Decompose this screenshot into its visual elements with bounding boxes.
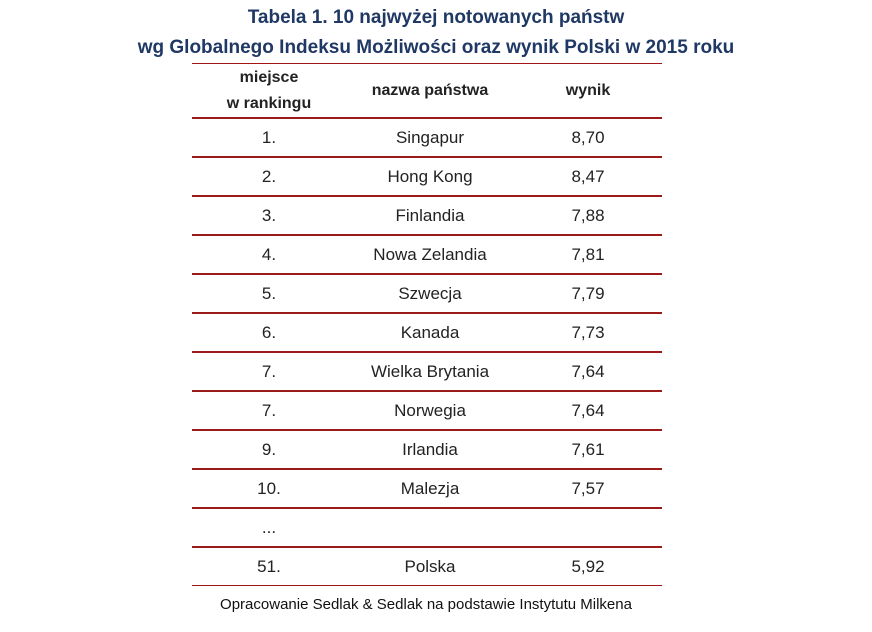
- cell-score: 7,64: [571, 400, 605, 420]
- cell-rank: 2.: [261, 166, 277, 186]
- cell-country: Wielka Brytania: [370, 361, 490, 381]
- header-country: nazwa państwa: [371, 81, 489, 99]
- cell-country: Hong Kong: [387, 166, 473, 186]
- bottom-rule: [192, 585, 662, 586]
- cell-score: 7,73: [571, 322, 605, 342]
- row-divider: [192, 156, 662, 158]
- cell-rank: 7.: [261, 361, 277, 381]
- table-row-poland: 51. Polska 5,92: [192, 548, 662, 585]
- table-row: 4. Nowa Zelandia 7,81: [192, 236, 662, 273]
- table-row-ellipsis: ...: [192, 509, 662, 546]
- table-row: 5. Szwecja 7,79: [192, 275, 662, 312]
- row-divider: [192, 195, 662, 197]
- row-divider: [192, 507, 662, 509]
- row-divider: [192, 546, 662, 548]
- cell-rank: 7.: [261, 400, 277, 420]
- header-rank-line2: w rankingu: [226, 94, 312, 112]
- source-note: Opracowanie Sedlak & Sedlak na podstawie…: [220, 596, 632, 613]
- header-rank: miejsce w rankingu: [192, 65, 346, 117]
- table-row: 7. Wielka Brytania 7,64: [192, 353, 662, 390]
- row-divider: [192, 234, 662, 236]
- cell-rank: ...: [261, 517, 277, 537]
- row-divider: [192, 390, 662, 392]
- cell-score: 7,88: [571, 205, 605, 225]
- cell-country: Nowa Zelandia: [373, 244, 487, 264]
- table-row: 6. Kanada 7,73: [192, 314, 662, 351]
- header-score: wynik: [565, 81, 611, 99]
- header-rank-line1: miejsce: [239, 68, 299, 86]
- table-row: 2. Hong Kong 8,47: [192, 158, 662, 195]
- cell-score: 7,64: [571, 361, 605, 381]
- cell-rank: 9.: [261, 439, 277, 459]
- table-title-line2: wg Globalnego Indeksu Możliwości oraz wy…: [137, 37, 735, 58]
- cell-rank: 10.: [257, 478, 281, 498]
- row-divider: [192, 273, 662, 275]
- cell-score: 7,57: [571, 478, 605, 498]
- cell-country: Singapur: [395, 127, 465, 147]
- table-header: miejsce w rankingu nazwa państwa wynik: [192, 64, 662, 117]
- table-row: 3. Finlandia 7,88: [192, 197, 662, 234]
- cell-country: Polska: [404, 556, 456, 576]
- row-divider: [192, 117, 662, 119]
- row-divider: [192, 429, 662, 431]
- cell-country: Kanada: [400, 322, 460, 342]
- cell-rank: 6.: [261, 322, 277, 342]
- cell-rank: 4.: [261, 244, 277, 264]
- cell-score: 7,81: [571, 244, 605, 264]
- row-divider: [192, 468, 662, 470]
- table-title-line1: Tabela 1. 10 najwyżej notowanych państw: [247, 7, 625, 28]
- cell-rank: 51.: [257, 556, 281, 576]
- table-row: 7. Norwegia 7,64: [192, 392, 662, 429]
- cell-score: 7,61: [571, 439, 605, 459]
- cell-country: Finlandia: [395, 205, 465, 225]
- table-row: 1. Singapur 8,70: [192, 119, 662, 156]
- cell-rank: 3.: [261, 205, 277, 225]
- row-divider: [192, 312, 662, 314]
- cell-score: 7,79: [571, 283, 605, 303]
- table-row: 10. Malezja 7,57: [192, 470, 662, 507]
- table-row: 9. Irlandia 7,61: [192, 431, 662, 468]
- cell-score: 5,92: [571, 556, 605, 576]
- cell-score: 8,70: [571, 127, 605, 147]
- cell-country: Szwecja: [398, 283, 462, 303]
- cell-country: Malezja: [400, 478, 460, 498]
- cell-rank: 1.: [261, 127, 277, 147]
- cell-country: Irlandia: [402, 439, 458, 459]
- ranking-table: miejsce w rankingu nazwa państwa wynik 1…: [192, 63, 662, 586]
- top-rule: [192, 63, 662, 64]
- cell-score: 8,47: [571, 166, 605, 186]
- cell-country: Norwegia: [394, 400, 466, 420]
- row-divider: [192, 351, 662, 353]
- cell-rank: 5.: [261, 283, 277, 303]
